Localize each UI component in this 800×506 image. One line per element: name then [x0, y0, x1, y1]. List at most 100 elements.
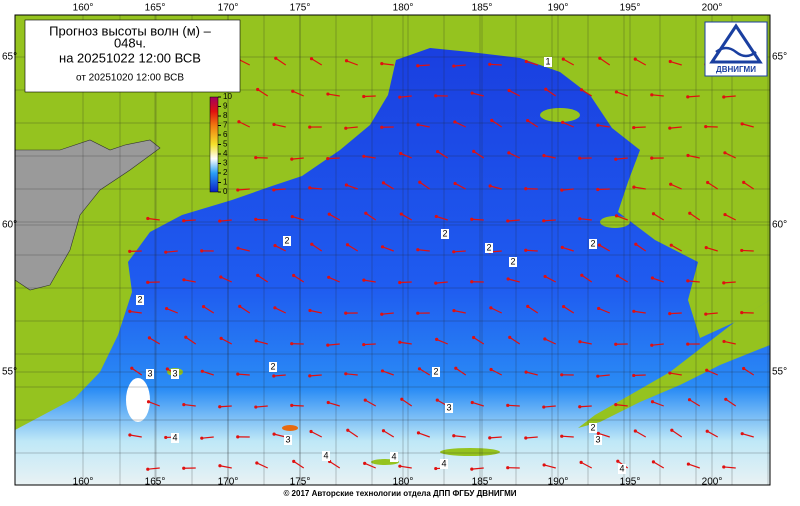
wave-arrow-head	[616, 274, 619, 277]
wave-arrow-head	[182, 467, 185, 470]
wave-arrow-head	[255, 461, 258, 464]
wave-arrow-head	[327, 401, 330, 404]
wave-arrow-head	[561, 121, 564, 124]
wave-arrow	[238, 374, 250, 375]
wave-arrow-head	[164, 251, 167, 254]
wave-arrow-head	[236, 435, 239, 438]
wave-arrow-head	[218, 464, 221, 467]
wave-arrow-head	[489, 184, 492, 187]
wave-arrow-head	[272, 188, 275, 191]
wave-arrow	[544, 220, 556, 221]
wave-arrow-head	[598, 57, 601, 60]
wave-arrow	[526, 250, 538, 251]
wave-arrow-head	[236, 247, 239, 250]
wave-arrow-head	[166, 367, 169, 370]
wave-arrow-head	[506, 466, 509, 469]
wave-arrow-head	[272, 433, 275, 436]
wave-arrow-head	[742, 367, 745, 370]
contour-label: 1	[545, 56, 550, 66]
wave-arrow-head	[344, 312, 347, 315]
wave-arrow-head	[400, 212, 403, 215]
lon-label: 160°	[73, 3, 94, 14]
wave-arrow-head	[345, 59, 348, 62]
wave-arrow-head	[362, 155, 365, 158]
contour-label: 2	[486, 242, 491, 252]
wave-arrow-head	[382, 181, 385, 184]
lon-label: 195°	[620, 477, 641, 488]
wave-arrow-head	[614, 403, 617, 406]
wave-arrow-head	[578, 217, 581, 220]
contour-label: 3	[595, 434, 600, 444]
wave-arrow-head	[418, 181, 421, 184]
title-line: 048ч.	[114, 35, 146, 50]
wave-arrow-head	[596, 188, 599, 191]
wave-arrow-head	[200, 437, 203, 440]
wave-arrow-head	[453, 120, 456, 123]
wave-arrow	[670, 313, 682, 314]
wave-arrow-head	[724, 398, 727, 401]
wave-arrow-head	[508, 336, 511, 339]
wave-arrow-head	[470, 218, 473, 221]
wave-arrow-head	[705, 246, 708, 249]
wave-arrow-head	[202, 305, 205, 308]
wave-arrow-head	[254, 218, 257, 221]
wave-arrow-head	[741, 122, 744, 125]
wave-arrow-head	[507, 277, 510, 280]
wave-arrow-head	[488, 63, 491, 66]
wave-arrow	[364, 344, 376, 345]
wave-arrow-head	[436, 398, 439, 401]
wave-arrow-head	[236, 188, 239, 191]
wave-arrow-head	[740, 249, 743, 252]
colorbar-label: 3	[223, 159, 228, 168]
wave-arrow-head	[562, 305, 565, 308]
wave-arrow-head	[128, 250, 131, 253]
wave-arrow-head	[399, 152, 402, 155]
contour-label: 4	[391, 451, 396, 461]
wave-arrow-head	[237, 120, 240, 123]
wave-arrow-head	[686, 279, 689, 282]
wave-arrow-head	[723, 213, 726, 216]
wave-arrow-head	[705, 369, 708, 372]
wave-arrow-head	[290, 158, 293, 161]
wave-arrow-head	[634, 243, 637, 246]
wave-arrow-head	[472, 150, 475, 153]
wave-arrow-head	[309, 430, 312, 433]
lon-label: 175°	[290, 3, 311, 14]
wave-arrow-head	[236, 373, 239, 376]
wave-arrow-head	[130, 367, 133, 370]
wave-arrow-head	[452, 250, 455, 253]
colorbar-label: 4	[223, 149, 228, 158]
wave-arrow-head	[506, 404, 509, 407]
contour-label: 2	[284, 235, 289, 245]
wave-arrow-head	[148, 336, 151, 339]
wave-arrow-head	[272, 123, 275, 126]
wave-arrow-head	[470, 280, 473, 283]
wave-arrow-head	[363, 462, 366, 465]
wave-arrow-head	[560, 189, 563, 192]
wave-arrow-head	[416, 312, 419, 315]
footer: © 2017 Авторские технологии отдела ДПП Ф…	[283, 489, 516, 498]
wave-arrow-head	[398, 281, 401, 284]
wave-arrow-head	[398, 96, 401, 99]
colorbar-label: 8	[223, 111, 228, 120]
wave-arrow-head	[435, 215, 438, 218]
wave-arrow-head	[147, 400, 150, 403]
wave-arrow-head	[381, 245, 384, 248]
wave-arrow-head	[614, 158, 617, 161]
lon-label: 200°	[702, 3, 723, 14]
wave-arrow-head	[632, 186, 635, 189]
wave-arrow-head	[651, 276, 654, 279]
wave-arrow-head	[632, 126, 635, 129]
wave-arrow-head	[580, 274, 583, 277]
wave-arrow-head	[652, 460, 655, 463]
wave-arrow-head	[380, 62, 383, 65]
wave-arrow-head	[326, 344, 329, 347]
wave-arrow-head	[722, 340, 725, 343]
wave-arrow-head	[578, 405, 581, 408]
wave-arrow-head	[310, 57, 313, 60]
wave-arrow-head	[561, 246, 564, 249]
colorbar-label: 2	[223, 168, 228, 177]
wave-arrow-head	[381, 369, 384, 372]
wave-arrow-head	[364, 399, 367, 402]
